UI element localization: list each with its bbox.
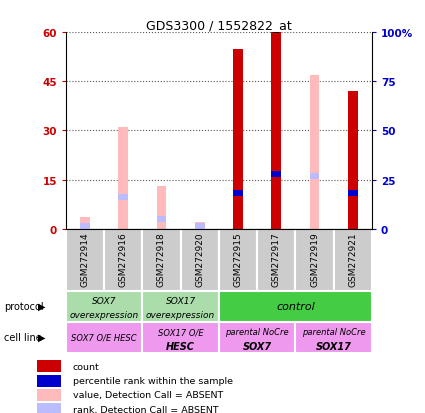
FancyBboxPatch shape <box>219 229 257 291</box>
Text: ▶: ▶ <box>38 332 46 342</box>
Bar <box>272 33 281 229</box>
Text: parental NoCre: parental NoCre <box>302 328 366 337</box>
Text: rank, Detection Call = ABSENT: rank, Detection Call = ABSENT <box>73 405 218 413</box>
Bar <box>310 76 319 229</box>
Text: GSM272914: GSM272914 <box>80 232 90 286</box>
Title: GDS3300 / 1552822_at: GDS3300 / 1552822_at <box>146 19 292 32</box>
Bar <box>37 389 61 401</box>
FancyBboxPatch shape <box>295 229 334 291</box>
Bar <box>37 360 61 372</box>
Bar <box>195 223 204 229</box>
Text: control: control <box>276 301 315 312</box>
Text: percentile rank within the sample: percentile rank within the sample <box>73 376 232 385</box>
Text: SOX17: SOX17 <box>316 341 351 351</box>
Bar <box>233 50 243 229</box>
FancyBboxPatch shape <box>66 291 142 322</box>
Text: GSM272915: GSM272915 <box>233 232 243 286</box>
Text: SOX7: SOX7 <box>243 341 272 351</box>
FancyBboxPatch shape <box>142 229 181 291</box>
Bar <box>37 375 61 387</box>
Bar <box>157 216 166 222</box>
Text: parental NoCre: parental NoCre <box>225 328 289 337</box>
Text: protocol: protocol <box>4 301 44 311</box>
Text: overexpression: overexpression <box>146 310 215 319</box>
Text: ▶: ▶ <box>38 301 46 311</box>
Text: SOX17: SOX17 <box>165 297 196 306</box>
Text: SOX7: SOX7 <box>92 297 116 306</box>
Bar <box>195 223 204 229</box>
FancyBboxPatch shape <box>66 322 142 353</box>
Text: GSM272916: GSM272916 <box>119 232 128 286</box>
Text: SOX7 O/E HESC: SOX7 O/E HESC <box>71 333 137 342</box>
Text: SOX17 O/E: SOX17 O/E <box>158 328 204 337</box>
Bar <box>348 191 357 197</box>
Bar <box>119 195 128 201</box>
Bar <box>119 128 128 229</box>
Text: cell line: cell line <box>4 332 42 342</box>
FancyBboxPatch shape <box>219 322 295 353</box>
FancyBboxPatch shape <box>295 322 372 353</box>
Bar <box>233 191 243 197</box>
Bar <box>80 223 90 229</box>
Bar <box>157 187 166 229</box>
FancyBboxPatch shape <box>142 322 219 353</box>
FancyBboxPatch shape <box>104 229 142 291</box>
Bar <box>37 404 61 413</box>
Text: value, Detection Call = ABSENT: value, Detection Call = ABSENT <box>73 391 223 399</box>
Bar <box>348 92 357 229</box>
Text: overexpression: overexpression <box>70 310 139 319</box>
Text: GSM272917: GSM272917 <box>272 232 281 286</box>
FancyBboxPatch shape <box>219 291 372 322</box>
Bar <box>80 218 90 229</box>
Bar <box>272 171 281 177</box>
FancyBboxPatch shape <box>257 229 295 291</box>
FancyBboxPatch shape <box>142 291 219 322</box>
Text: GSM272921: GSM272921 <box>348 232 357 286</box>
Text: GSM272920: GSM272920 <box>195 232 204 286</box>
Text: count: count <box>73 362 99 371</box>
FancyBboxPatch shape <box>334 229 372 291</box>
FancyBboxPatch shape <box>66 229 104 291</box>
Text: HESC: HESC <box>166 341 195 351</box>
Text: GSM272918: GSM272918 <box>157 232 166 286</box>
Text: GSM272919: GSM272919 <box>310 232 319 286</box>
Bar <box>310 173 319 179</box>
FancyBboxPatch shape <box>181 229 219 291</box>
